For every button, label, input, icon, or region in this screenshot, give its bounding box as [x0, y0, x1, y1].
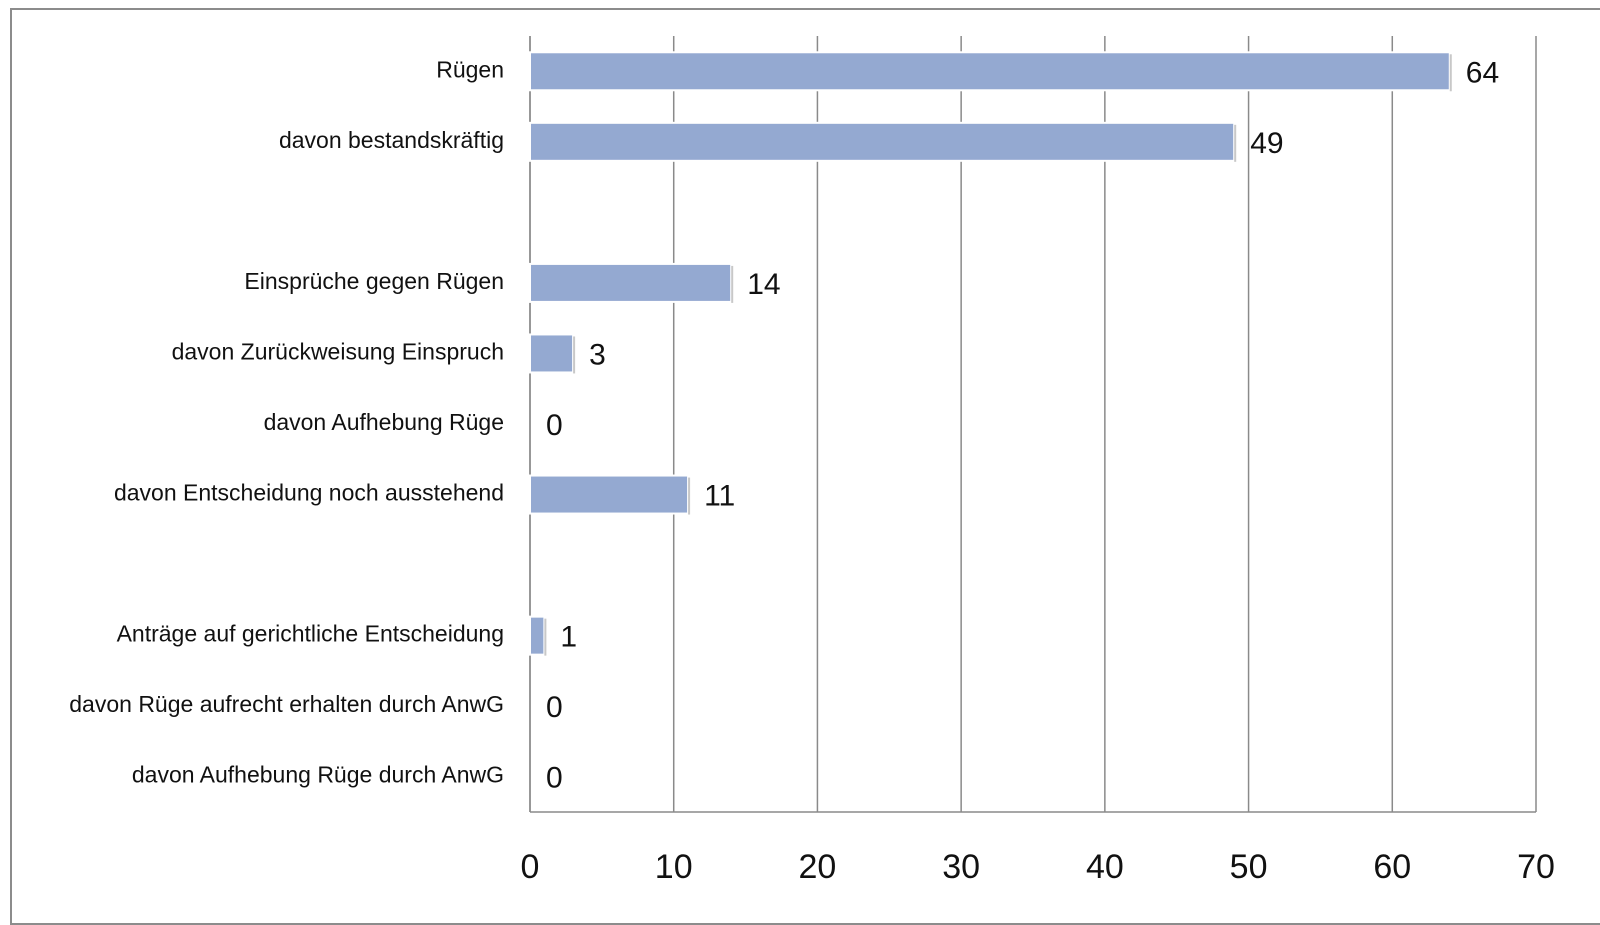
x-tick-label: 40	[1086, 848, 1124, 886]
x-tick-label: 30	[942, 848, 980, 886]
data-label: 14	[747, 268, 780, 301]
category-label: davon Aufhebung Rüge durch AnwG	[132, 762, 504, 788]
data-label: 1	[560, 621, 577, 654]
category-label-layer: Rügen davon bestandskräftig Einsprüche geg…	[69, 56, 504, 787]
bar	[529, 474, 690, 515]
category-label: Anträge auf gerichtliche Entscheidung	[117, 621, 504, 647]
category-label: Einsprüche gegen Rügen	[244, 268, 504, 294]
category-label: davon Entscheidung noch ausstehend	[114, 480, 504, 506]
data-label: 3	[589, 338, 606, 371]
x-tick-label: 60	[1373, 848, 1411, 886]
bar	[529, 615, 546, 656]
x-tick-label: 70	[1517, 848, 1555, 886]
category-label: davon Aufhebung Rüge	[264, 409, 504, 435]
bar	[529, 262, 733, 303]
data-label: 0	[546, 691, 563, 724]
bar	[529, 333, 575, 374]
category-label: davon Zurückweisung Einspruch	[172, 338, 504, 364]
bar	[529, 121, 1236, 162]
bar-layer	[529, 51, 1452, 656]
x-tick-layer: 0 10 20 30 40 50 60 70	[521, 848, 1555, 886]
grid-layer	[529, 36, 1537, 813]
category-label: davon bestandskräftig	[279, 127, 504, 153]
category-label: davon Rüge aufrecht erhalten durch AnwG	[69, 691, 504, 717]
x-tick-label: 50	[1230, 848, 1268, 886]
data-label: 49	[1250, 127, 1283, 160]
x-tick-label: 10	[655, 848, 693, 886]
data-label: 0	[546, 762, 563, 795]
data-label: 0	[546, 409, 563, 442]
x-tick-label: 0	[521, 848, 540, 886]
category-label: Rügen	[436, 56, 504, 82]
bar	[529, 51, 1451, 92]
data-label: 11	[704, 480, 735, 513]
data-label: 64	[1466, 56, 1499, 89]
x-tick-label: 20	[799, 848, 837, 886]
